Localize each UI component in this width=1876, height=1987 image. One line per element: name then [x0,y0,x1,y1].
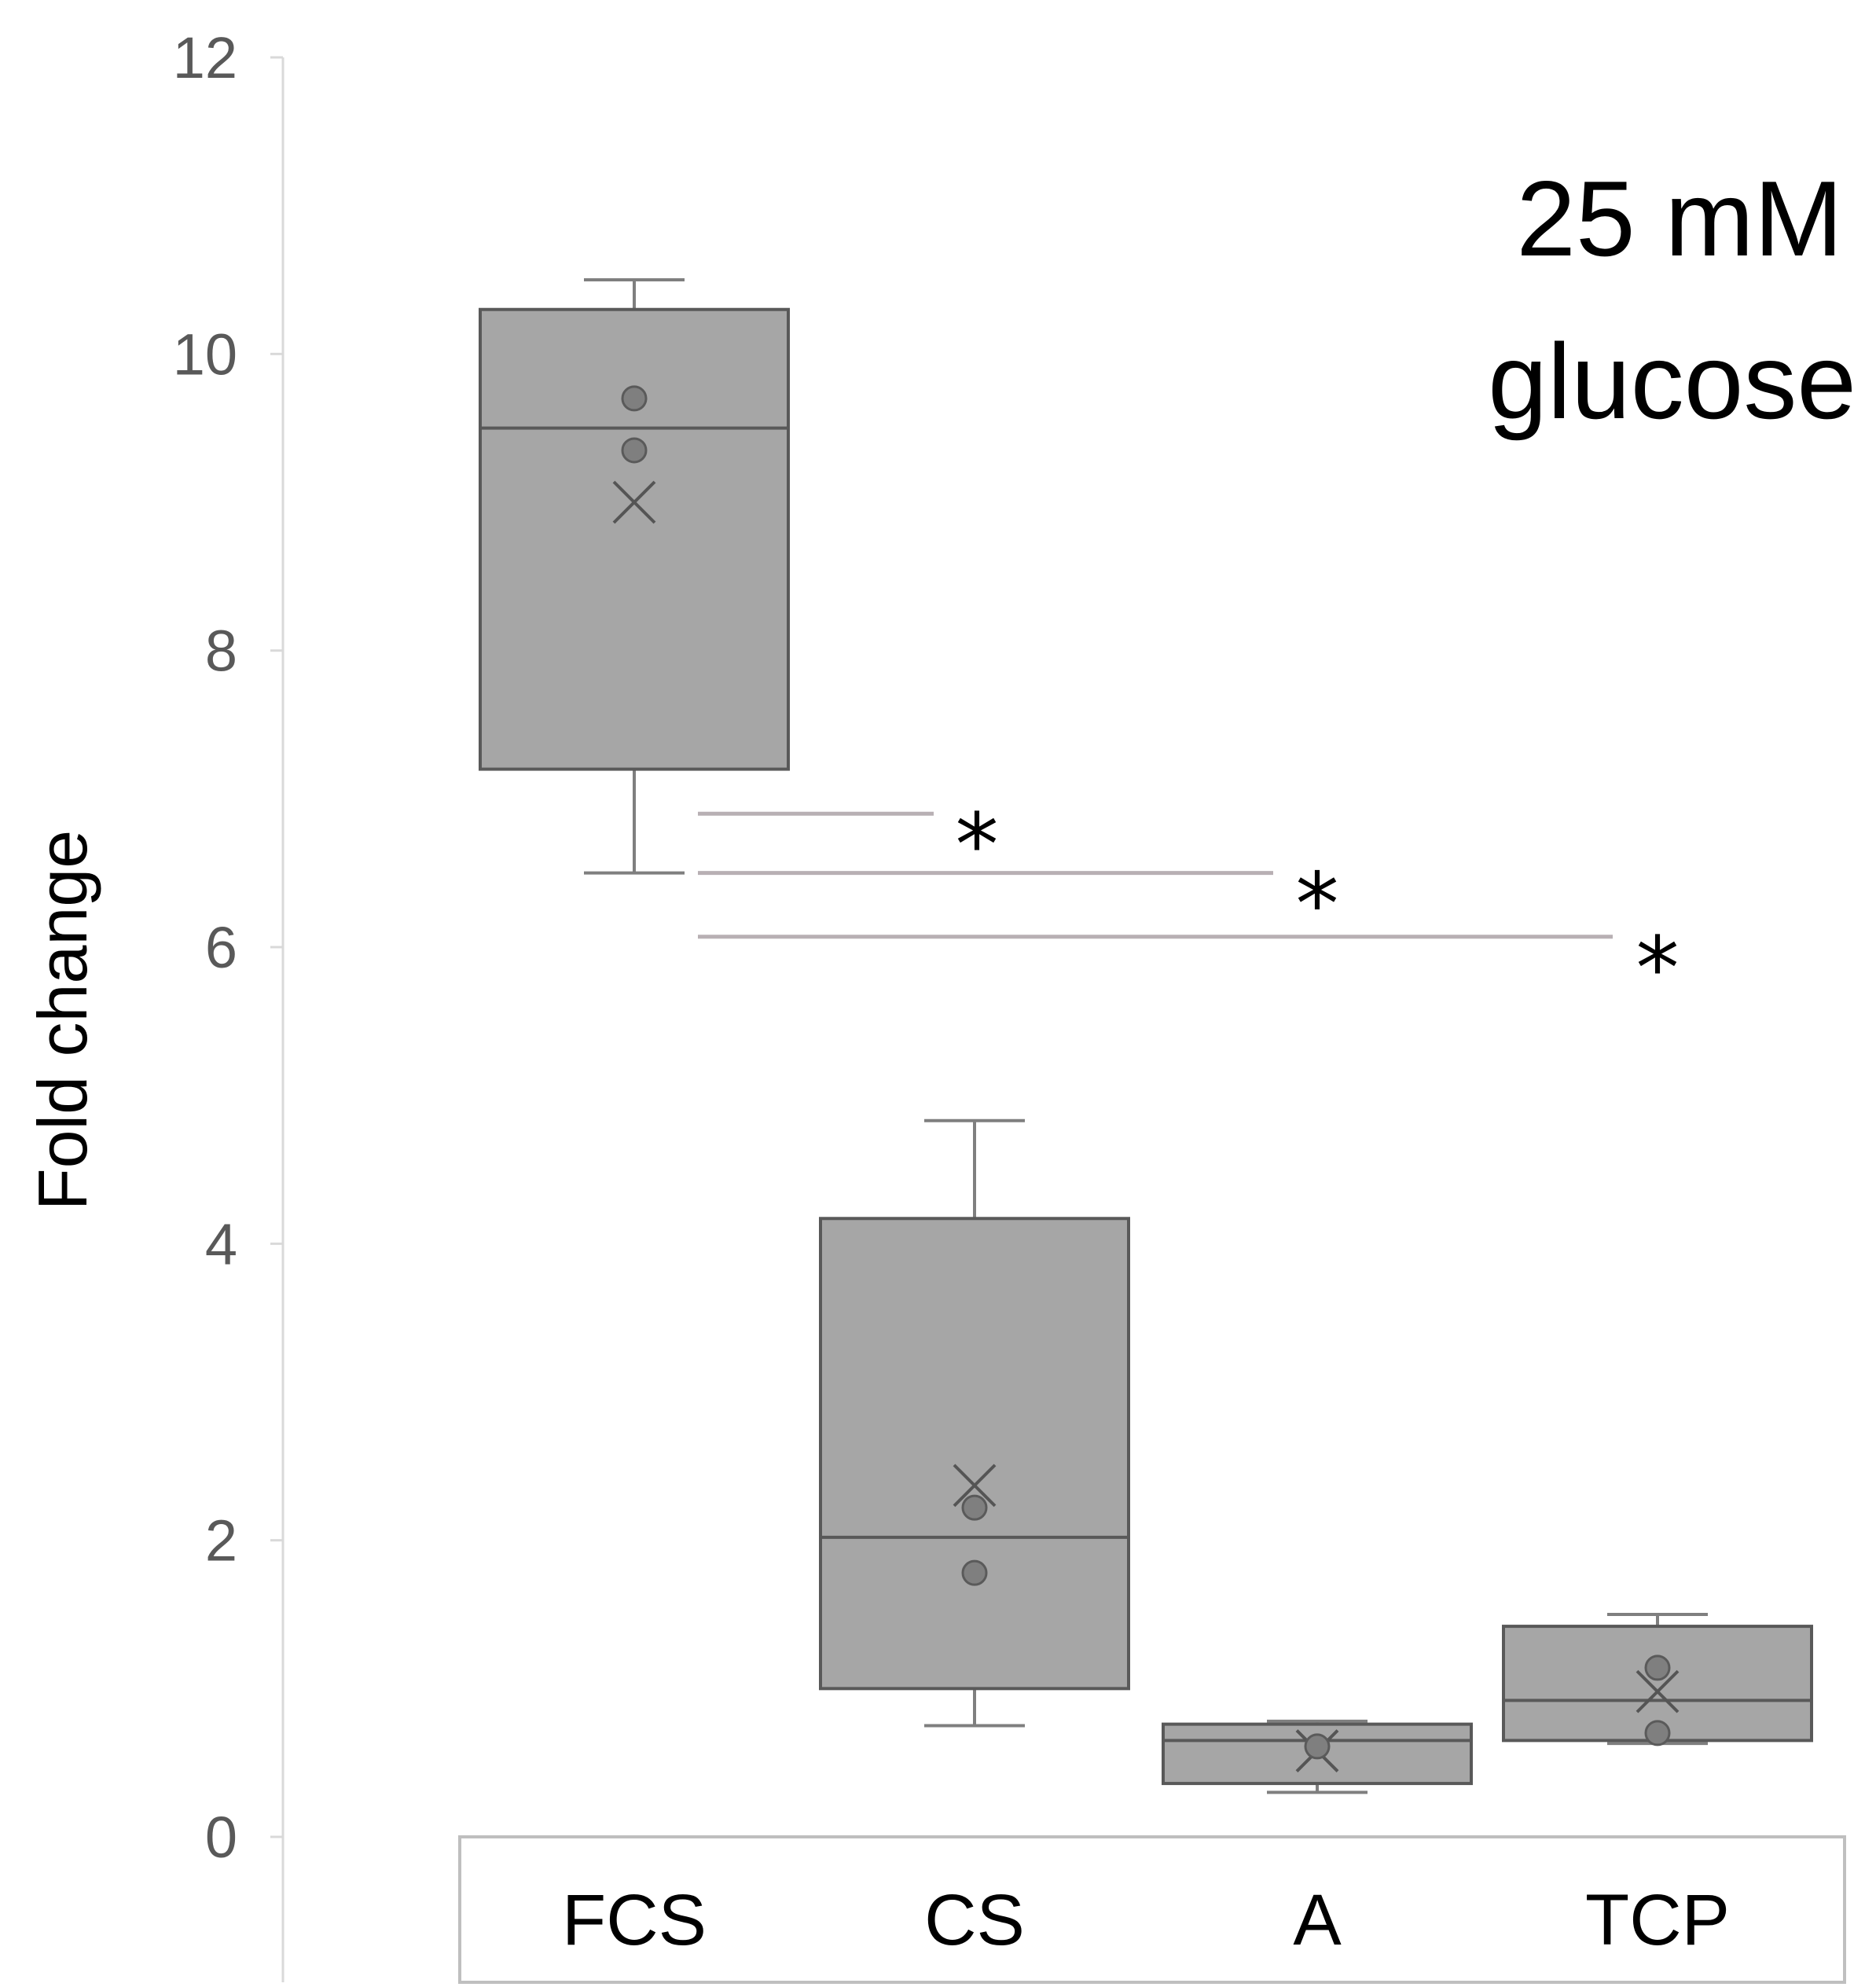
box-cs [819,1118,1130,1728]
significance-star: * [956,795,999,895]
mean-marker [1636,1669,1680,1713]
data-point [1644,1720,1671,1746]
data-point [961,1494,988,1521]
data-point [621,385,648,412]
category-axis-frame [458,1835,1846,1984]
annotation-line-2: glucose [1488,321,1856,441]
mean-marker [612,480,656,524]
significance-star: * [1296,854,1339,955]
box-tcp [1502,1613,1813,1746]
y-tick-label: 6 [205,915,237,980]
category-label: CS [924,1880,1025,1960]
mean-marker-stroke [953,1464,997,1508]
significance-layer: * * * [698,795,1680,1019]
data-point [1304,1733,1331,1760]
category-label: A [1293,1880,1342,1960]
mean-marker [953,1464,997,1508]
mean-marker-stroke [1636,1669,1680,1713]
category-label: TCP [1585,1880,1730,1960]
y-tick-label: 4 [205,1211,237,1276]
significance-star: * [1636,918,1680,1019]
data-point [961,1559,988,1586]
category-axis-layer: FCS CS A TCP [458,1835,1846,1984]
box-layer [479,278,1813,1794]
box-iqr [479,307,790,771]
y-tick-label: 0 [205,1805,237,1870]
y-tick-label: 8 [205,619,237,684]
axis-layer: 0 2 4 6 8 10 12 [173,25,285,1982]
data-point [621,437,648,464]
mean-marker-stroke [612,480,656,524]
y-axis-title: Fold change [24,830,101,1210]
box-iqr [819,1217,1130,1691]
y-tick-label: 2 [205,1508,237,1574]
data-point [1644,1655,1671,1681]
annotation-line-1: 25 mM [1516,159,1843,278]
box-fcs [479,278,790,875]
y-tick-label: 10 [173,321,237,387]
box-a [1162,1719,1473,1794]
y-tick-label: 12 [173,25,237,90]
category-label: FCS [562,1880,707,1960]
